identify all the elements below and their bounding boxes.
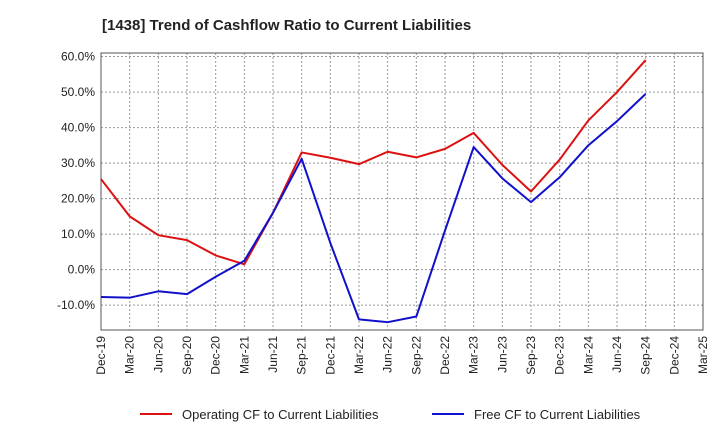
series-line-free-cf xyxy=(100,93,647,324)
x-tick-label: Jun-23 xyxy=(495,336,509,373)
x-tick-label: Mar-21 xyxy=(237,336,251,374)
legend-label-free-cf: Free CF to Current Liabilities xyxy=(474,407,641,422)
x-axis-ticks: Dec-19 Mar-20 Jun-20 Sep-20 Dec-20 Mar-21 Jun-… xyxy=(94,336,710,375)
legend-label-operating-cf: Operating CF to Current Liabilities xyxy=(182,407,379,422)
x-tick-label: Sep-20 xyxy=(180,336,194,375)
y-tick-label: 20.0% xyxy=(61,192,95,206)
x-tick-label: Dec-23 xyxy=(553,336,567,375)
x-tick-label: Dec-24 xyxy=(667,336,681,375)
x-tick-label: Dec-19 xyxy=(94,336,108,375)
x-tick-label: Mar-24 xyxy=(581,336,595,374)
y-tick-label: 10.0% xyxy=(61,227,95,241)
x-tick-label: Jun-21 xyxy=(266,336,280,373)
y-tick-label: 50.0% xyxy=(61,85,95,99)
legend: Operating CF to Current Liabilities Free… xyxy=(140,407,641,422)
x-tick-label: Mar-23 xyxy=(467,336,481,374)
x-tick-label: Jun-22 xyxy=(381,336,395,373)
grid-layer xyxy=(100,53,704,330)
chart-title: [1438] Trend of Cashflow Ratio to Curren… xyxy=(102,17,471,34)
y-tick-label: -10.0% xyxy=(57,298,95,312)
plot-area-frame xyxy=(100,52,704,331)
y-tick-label: 30.0% xyxy=(61,156,95,170)
series-line-operating-cf xyxy=(100,59,647,266)
x-tick-label: Jun-20 xyxy=(151,336,165,373)
x-tick-label: Dec-21 xyxy=(323,336,337,375)
x-tick-label: Mar-22 xyxy=(352,336,366,374)
x-tick-label: Dec-22 xyxy=(438,336,452,375)
x-tick-label: Sep-21 xyxy=(295,336,309,375)
y-axis-ticks: -10.0% 0.0% 10.0% 20.0% 30.0% 40.0% 50.0% 60.0% xyxy=(57,50,95,313)
y-tick-label: 60.0% xyxy=(61,50,95,64)
x-tick-label: Sep-22 xyxy=(409,336,423,375)
x-tick-label: Jun-24 xyxy=(610,336,624,373)
x-tick-label: Sep-23 xyxy=(524,336,538,375)
x-tick-label: Mar-20 xyxy=(123,336,137,374)
x-tick-label: Sep-24 xyxy=(639,336,653,375)
y-tick-label: 0.0% xyxy=(68,263,96,277)
series-layer xyxy=(100,59,647,324)
x-tick-label: Mar-25 xyxy=(696,336,710,374)
y-tick-label: 40.0% xyxy=(61,121,95,135)
x-tick-label: Dec-20 xyxy=(209,336,223,375)
